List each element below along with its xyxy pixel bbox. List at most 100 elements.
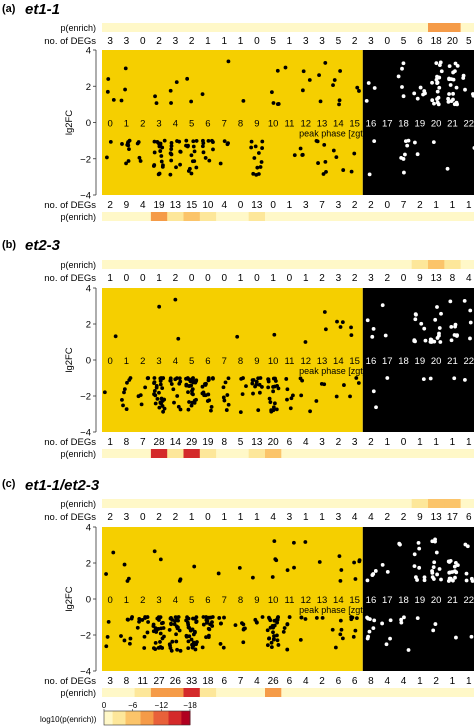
degs-bottom-count: 5 [238,437,244,448]
degs-top-count: 3 [336,512,342,523]
p-enrich-bottom-cell [313,449,331,458]
p-enrich-top-cell [199,499,217,508]
p-enrich-top-cell [118,23,135,32]
degs-bottom-count: 7 [140,437,146,448]
point-down [353,628,358,633]
point-down [190,387,195,392]
point-down [260,139,265,144]
p-enrich-bottom-cell [232,212,250,221]
p-enrich-top-cell [265,23,282,32]
panel-b-title: et2-3 [25,237,61,254]
p-enrich-bottom-cell [248,449,266,458]
point-down [158,149,163,153]
point-down [202,393,207,398]
p-enrich-bottom-cell [362,212,380,221]
panel-c-title: et1-1/et2-3 [25,477,100,494]
legend-bar-segment [181,711,185,725]
point-up [438,60,443,65]
degs-top-count: 0 [205,273,211,284]
phase-label: 1 [124,356,129,367]
point-up [366,81,371,85]
point-down [204,620,209,625]
phase-label: 3 [156,356,161,367]
point-up [271,101,276,105]
legend-bar-segment [179,711,182,725]
point-down [173,377,178,382]
phase-label: 2 [140,119,145,130]
point-down [324,169,328,174]
p-enrich-bottom-label: p(enrich) [60,449,96,459]
point-up [303,540,308,544]
point-down [155,140,160,144]
phase-label: 4 [173,595,178,606]
phase-label: 0 [108,356,113,367]
point-down [256,151,261,155]
point-down [152,392,156,397]
phase-label: 19 [415,356,426,367]
point-down [259,160,264,164]
point-up [396,74,401,79]
point-up [241,98,246,103]
point-up [435,100,440,105]
p-enrich-top-cell [444,23,461,32]
p-enrich-bottom-label: p(enrich) [60,212,96,222]
legend-bar-segment [116,711,120,725]
point-down [119,634,123,638]
p-enrich-top-cell [313,260,331,269]
point-down [143,385,148,390]
degs-top-count: 1 [221,512,227,523]
p-enrich-top-cell [346,499,364,508]
legend-bar-segment [142,711,146,725]
point-down [176,615,181,619]
point-up [432,101,436,106]
point-up [433,317,438,322]
point-up [157,304,162,309]
p-enrich-top-cell [281,499,298,508]
legend-bar-segment [140,711,144,725]
point-down [222,398,227,403]
p-enrich-bottom-cell [379,449,396,458]
point-down [374,405,378,410]
p-enrich-top-cell [281,23,298,32]
p-enrich-bottom-cell [313,688,331,697]
point-up [429,340,434,344]
point-up [455,333,460,338]
point-down [138,159,143,163]
degs-bottom-count: 1 [466,200,472,211]
phase-label: 3 [156,595,161,606]
degs-top-count: 1 [107,273,113,284]
phase-label: 10 [268,356,279,367]
point-down [155,396,160,401]
point-up [154,101,159,106]
phase-label: 21 [447,119,458,130]
degs-bottom-count: 3 [352,437,358,448]
point-up [453,575,457,580]
degs-bottom-count: 1 [107,437,113,448]
degs-top-count: 1 [189,512,195,523]
point-down [225,393,230,397]
p-enrich-top-cell [411,499,429,508]
legend-bar-segment [136,711,139,725]
point-down [188,379,193,384]
point-down [207,398,212,403]
point-up [335,319,339,324]
point-down [260,385,264,389]
point-up [447,64,452,68]
point-down [146,620,151,624]
legend-bar-segment [170,711,174,725]
p-enrich-bottom-cell [444,688,461,697]
point-down [372,139,377,143]
phase-label: 11 [285,119,295,130]
degs-bottom-count: 6 [287,676,293,687]
point-up [338,69,343,73]
p-enrich-top-cell [216,499,233,508]
degs-bottom-count: 13 [251,437,263,448]
point-down [268,400,273,405]
point-up [365,318,370,323]
point-up [412,552,417,557]
p-enrich-top-cell [134,260,152,269]
point-down [322,142,327,147]
phase-label: 12 [300,595,311,606]
degs-bottom-count: 4 [401,676,407,687]
p-enrich-bottom-label: p(enrich) [60,688,96,698]
